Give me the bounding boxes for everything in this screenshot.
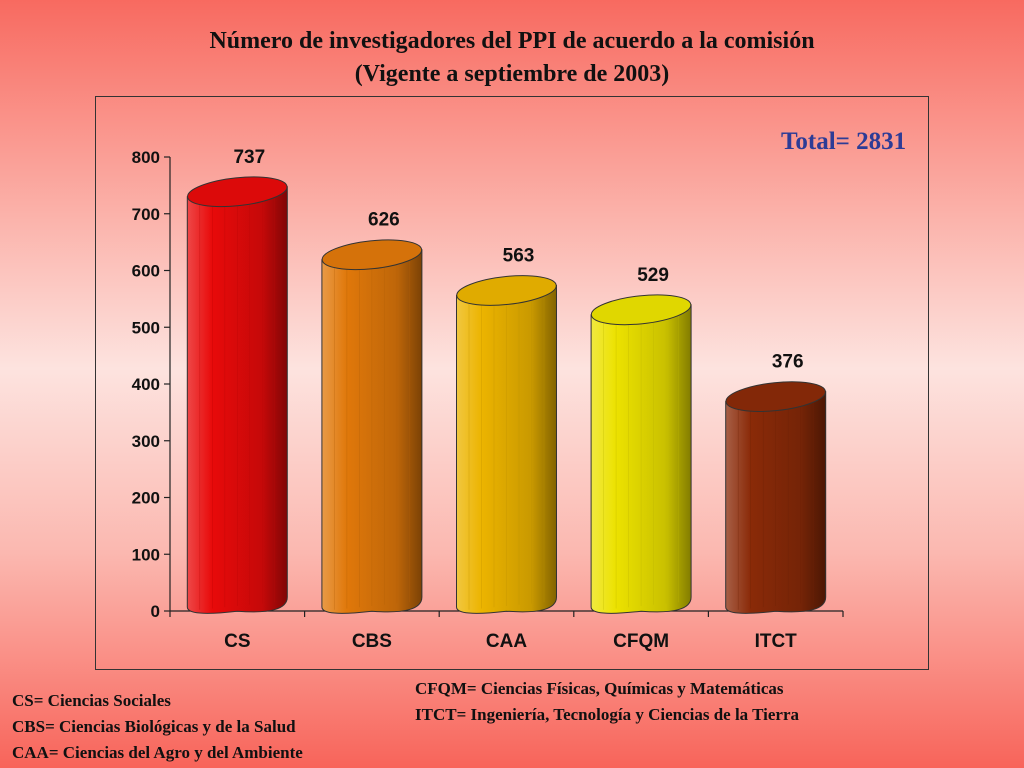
x-tick-label-itct: ITCT xyxy=(755,631,798,652)
bar-top xyxy=(187,176,288,208)
y-tick-label: 300 xyxy=(132,432,160,451)
y-tick-label: 600 xyxy=(132,262,160,281)
chart-frame xyxy=(95,96,929,670)
y-tick-label: 500 xyxy=(132,318,160,337)
legend-left: CS= Ciencias Sociales CBS= Ciencias Biol… xyxy=(12,688,303,766)
data-label-cbs: 626 xyxy=(368,210,400,231)
chart-axes: 0 100 200 300 400 500 600 700 800 xyxy=(132,148,844,621)
data-label-cs: 737 xyxy=(233,147,265,168)
x-tick-label-cbs: CBS xyxy=(352,631,392,652)
legend-item-itct: ITCT= Ingeniería, Tecnología y Ciencias … xyxy=(415,705,800,724)
x-tick-label-cs: CS xyxy=(224,631,250,652)
y-tick-label: 100 xyxy=(132,545,160,564)
total-label: Total= 2831 xyxy=(781,128,907,155)
y-tick-label: 700 xyxy=(132,205,160,224)
x-tick-label-cfqm: CFQM xyxy=(613,631,669,652)
legend-item-caa: CAA= Ciencias del Agro y del Ambiente xyxy=(12,743,303,762)
bar-cfqm xyxy=(590,294,692,614)
bar-cbs xyxy=(321,239,423,614)
bar-top xyxy=(725,381,826,412)
legend-item-cs: CS= Ciencias Sociales xyxy=(12,691,171,710)
chart-title: Número de investigadores del PPI de acue… xyxy=(209,28,815,54)
bar-cs xyxy=(186,176,288,614)
bar-caa xyxy=(456,275,557,614)
y-tick-label: 400 xyxy=(132,375,160,394)
chart-subtitle: (Vigente a septiembre de 2003) xyxy=(354,61,670,87)
legend-right: CFQM= Ciencias Físicas, Químicas y Matem… xyxy=(415,676,799,728)
y-tick-label: 200 xyxy=(132,489,160,508)
chart-labels: 737 CS 626 CBS 563 CAA 529 CFQM 376 ITCT xyxy=(224,147,803,652)
chart-bars xyxy=(186,176,827,614)
x-tick-label-caa: CAA xyxy=(486,631,527,652)
data-label-cfqm: 529 xyxy=(637,265,669,286)
y-tick-label: 800 xyxy=(132,148,160,167)
data-label-caa: 563 xyxy=(503,245,535,266)
bar-itct xyxy=(725,381,827,614)
bar-top xyxy=(456,275,557,306)
legend-item-cfqm: CFQM= Ciencias Físicas, Químicas y Matem… xyxy=(415,679,784,698)
data-label-itct: 376 xyxy=(772,352,804,373)
legend-item-cbs: CBS= Ciencias Biológicas y de la Salud xyxy=(12,717,296,736)
bar-top xyxy=(590,294,692,326)
y-tick-label: 0 xyxy=(151,602,160,621)
bar-top xyxy=(321,239,423,271)
